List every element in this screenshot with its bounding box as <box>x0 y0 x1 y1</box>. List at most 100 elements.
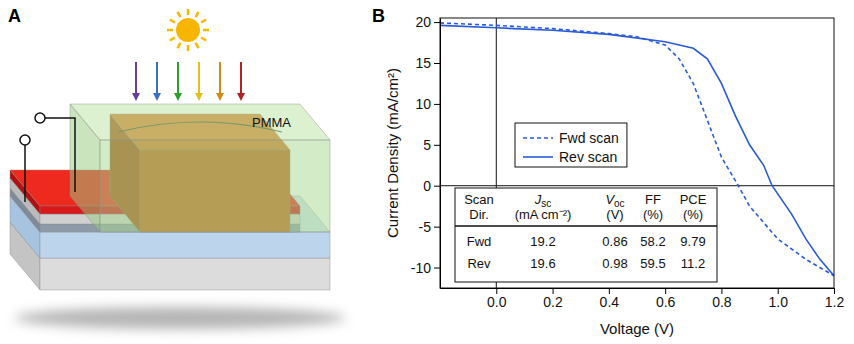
panel-label: A <box>8 6 21 26</box>
arrow-head <box>174 93 182 101</box>
sun-ray <box>187 45 190 51</box>
table-cell: 19.2 <box>530 234 555 249</box>
y-tick-mark <box>434 104 440 105</box>
sun-ray <box>201 20 206 23</box>
x-axis-title: Voltage (V) <box>600 320 674 337</box>
y-tick: 0 <box>423 178 440 194</box>
light-arrow <box>132 62 140 101</box>
arrow-head <box>195 93 203 101</box>
substrate-base-front <box>40 258 330 290</box>
y-tick-label: -5 <box>419 219 432 235</box>
light-arrow <box>174 62 182 101</box>
contacts <box>20 113 75 202</box>
x-tick: 0.4 <box>600 288 620 310</box>
terminal <box>35 113 45 123</box>
layer-label: PMMA <box>252 115 291 130</box>
pmma-layer-top <box>70 104 330 140</box>
arrow-shaft <box>156 62 158 94</box>
zero-line <box>440 185 834 186</box>
table-cell: 9.79 <box>680 234 705 249</box>
arrow-head <box>216 93 224 101</box>
arrow-head <box>132 93 140 101</box>
panel-a: A PMMA <box>8 6 345 329</box>
y-tick-mark <box>434 268 440 269</box>
arrow-head <box>237 93 245 101</box>
x-tick-label: 0.8 <box>712 294 732 310</box>
y-tick-label: 20 <box>415 14 431 30</box>
x-tick: 1.2 <box>825 288 845 310</box>
legend: Fwd scan Rev scan <box>515 123 627 167</box>
terminal <box>20 135 30 145</box>
y-tick-label: 15 <box>415 55 431 71</box>
y-tick-label: 0 <box>423 178 431 194</box>
y-axis-line <box>440 19 441 289</box>
table-cell: 58.2 <box>640 234 665 249</box>
legend-label: Fwd scan <box>559 130 619 146</box>
y-tick: 5 <box>423 137 440 153</box>
arrow-shaft <box>135 62 137 94</box>
table-cell: 11.2 <box>681 256 705 271</box>
legend-box <box>515 123 627 167</box>
sun-ray <box>187 9 190 15</box>
table-box <box>455 188 717 282</box>
table-header: (V) <box>606 207 623 222</box>
x-tick: 0.6 <box>656 288 676 310</box>
light-arrow <box>153 62 161 101</box>
shadow <box>15 307 345 329</box>
wire <box>45 118 75 192</box>
table-header: (%) <box>683 207 703 222</box>
arrow-shaft <box>177 62 179 94</box>
sun <box>167 9 209 51</box>
x-tick: 0.2 <box>543 288 563 310</box>
y-tick: -5 <box>419 219 440 235</box>
zero-lines <box>440 18 834 288</box>
y-tick-mark <box>434 22 440 23</box>
sun-ray <box>203 29 209 32</box>
table-cell: 0.86 <box>602 234 627 249</box>
y-axis: -10-505101520 <box>411 14 441 288</box>
plot-frame <box>440 18 834 288</box>
table-header: (mA cm⁻²) <box>515 207 572 222</box>
glass-layer-front <box>40 232 330 258</box>
legend-swatch <box>523 137 553 139</box>
table-header: FF <box>645 192 661 207</box>
table-header: Dir. <box>469 207 489 222</box>
arrow-shaft <box>198 62 200 94</box>
arrow-head <box>153 93 161 101</box>
y-tick-mark <box>434 227 440 228</box>
table-header: PCE <box>680 192 707 207</box>
y-tick-label: 10 <box>415 96 431 112</box>
panel-b: B0.00.20.40.60.81.01.2-10-505101520Volta… <box>372 6 844 337</box>
sun-ray <box>170 20 175 23</box>
x-tick-label: 0.4 <box>600 294 620 310</box>
table-header: (%) <box>643 207 663 222</box>
pmma-layer <box>70 104 330 232</box>
y-tick-mark <box>434 186 440 187</box>
sun-ray <box>196 12 199 17</box>
sun-ray <box>196 43 199 48</box>
x-tick-label: 0.2 <box>543 294 563 310</box>
y-tick-mark <box>434 63 440 64</box>
y-tick-label: 5 <box>423 137 431 153</box>
x-tick-label: 1.2 <box>825 294 845 310</box>
table-cell: Fwd <box>467 234 492 249</box>
light-arrow <box>195 62 203 101</box>
light-arrow <box>216 62 224 101</box>
y-axis-title: Current Density (mA/cm²) <box>384 68 401 238</box>
sun-ray <box>201 38 206 41</box>
light-arrow <box>237 62 245 101</box>
figure: APMMAB0.00.20.40.60.81.01.2-10-505101520… <box>0 0 854 344</box>
arrow-shaft <box>240 62 242 94</box>
panel-label: B <box>372 6 385 26</box>
legend-swatch <box>523 156 553 158</box>
x-tick-label: 1.0 <box>768 294 788 310</box>
wire <box>24 145 26 202</box>
y-tick-mark <box>434 145 440 146</box>
x-axis: 0.0 0.2 0.4 0.6 0.8 1.0 1.2 <box>441 288 845 310</box>
sun-ray <box>170 38 175 41</box>
x-tick-label: 0.0 <box>487 294 507 310</box>
table-cell: 59.5 <box>640 256 665 271</box>
x-tick: 0.0 <box>487 288 507 310</box>
legend-label: Rev scan <box>559 149 617 165</box>
sun-ray <box>178 43 181 48</box>
